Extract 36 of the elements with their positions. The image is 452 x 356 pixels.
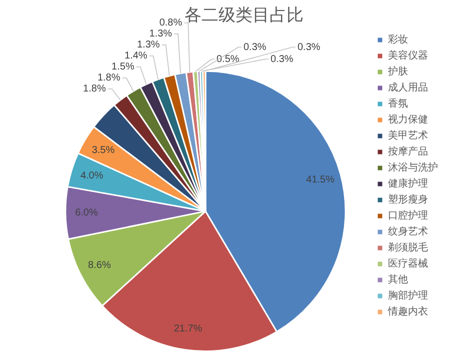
data-label: 8.6% xyxy=(88,260,111,271)
data-label: 6.0% xyxy=(75,207,98,218)
legend-label: 护肤 xyxy=(387,66,408,78)
data-label: 0.3% xyxy=(298,42,320,53)
legend-label: 情趣内衣 xyxy=(387,306,428,318)
data-label: 0.3% xyxy=(270,54,294,65)
legend-label: 成人用品 xyxy=(388,82,428,94)
legend-label: 健康护理 xyxy=(388,178,428,190)
data-label: 41.5% xyxy=(306,174,335,186)
data-label: 1.3% xyxy=(149,28,172,40)
legend-label: 沐浴与洗护 xyxy=(388,162,438,174)
data-label: 0.8% xyxy=(159,18,182,29)
legend-label: 其他 xyxy=(388,274,408,286)
data-label: 21.7% xyxy=(174,324,202,335)
legend-label: 纹身艺术 xyxy=(388,226,428,238)
legend-label: 剃须脱毛 xyxy=(388,242,428,254)
data-label: 3.5% xyxy=(92,145,115,156)
legend-label: 胸部护理 xyxy=(388,290,428,302)
data-label: 1.5% xyxy=(112,62,134,73)
data-label: 1.8% xyxy=(97,72,120,84)
legend-label: 塑形瘦身 xyxy=(388,194,428,206)
chart-title: 各二级类目占比 xyxy=(184,6,304,26)
data-label: 1.3% xyxy=(136,40,160,51)
legend-label: 医疗器械 xyxy=(388,258,428,270)
legend-label: 视力保健 xyxy=(388,114,428,126)
data-label: 0.3% xyxy=(244,42,266,53)
legend-label: 美容仪器 xyxy=(388,50,428,62)
legend-label: 彩妆 xyxy=(388,34,408,46)
legend-label: 美甲艺术 xyxy=(388,130,428,142)
data-label: 1.4% xyxy=(124,50,148,62)
legend-label: 香氛 xyxy=(388,98,408,110)
data-label: 4.0% xyxy=(80,170,104,182)
legend-label: 按摩产品 xyxy=(388,146,428,158)
legend-label: 口腔护理 xyxy=(388,210,428,222)
data-label: 1.8% xyxy=(83,84,106,95)
data-label: 0.5% xyxy=(216,54,240,65)
